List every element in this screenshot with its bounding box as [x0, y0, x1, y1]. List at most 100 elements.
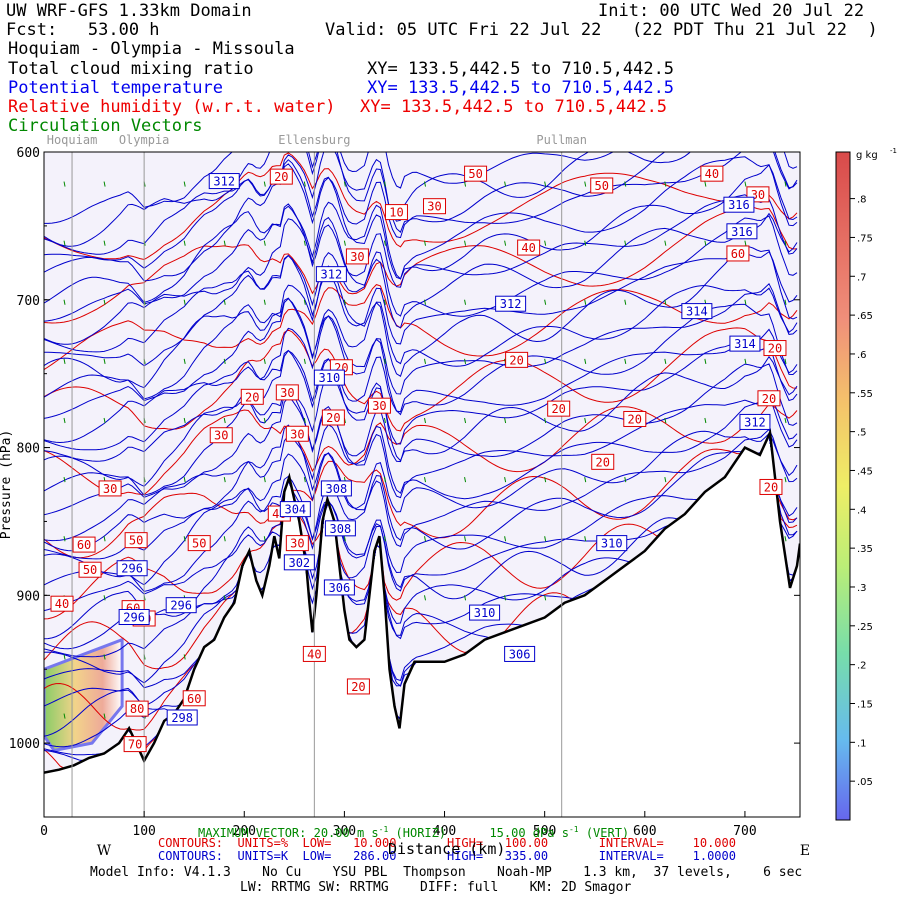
circulation-vector	[63, 713, 66, 719]
theta-contour-info: CONTOURS: UNITS=K LOW= 286.00 HIGH= 335.…	[158, 849, 736, 863]
circulation-vector	[504, 240, 507, 246]
rh-label: 40	[55, 597, 69, 611]
circulation-vector	[103, 181, 106, 187]
rh-label-box	[269, 168, 293, 185]
east-label: E	[800, 843, 810, 859]
theta-label: 312	[500, 297, 522, 311]
y-tick-label: 900	[17, 589, 40, 604]
max-vector-text: MAXIMUM VECTOR: 20.00 m s-1 (HORIZ) 15.0…	[198, 825, 630, 840]
rh-label: 70	[128, 738, 142, 752]
y-tick-label: 600	[17, 146, 40, 161]
rh-label: 20	[245, 390, 259, 404]
circulation-vector	[424, 358, 426, 364]
circulation-vector	[383, 240, 386, 246]
rh-label: 10	[389, 206, 403, 220]
theta-label: 316	[728, 198, 750, 212]
rh-label-box	[321, 409, 345, 426]
x-tick-label: 300	[333, 824, 356, 839]
theta-contour	[44, 194, 798, 322]
theta-contour	[44, 152, 798, 255]
circulation-vector	[704, 358, 707, 364]
x-tick-label: 400	[433, 824, 456, 839]
circulation-vector	[664, 358, 667, 364]
theta-label-box	[283, 554, 315, 571]
circulation-vector	[664, 299, 667, 305]
circulation-vector	[784, 417, 787, 424]
chart-title: UW WRF-GFS 1.33km Domain	[6, 1, 252, 21]
colorbar-tick-label: .65	[857, 311, 873, 322]
circulation-vector	[424, 240, 426, 246]
rh-label: 60	[731, 247, 745, 261]
rh-label: 20	[326, 411, 340, 425]
rh-label-box	[98, 480, 122, 497]
theta-label-box	[495, 295, 527, 312]
colorbar-tick-label: .3	[857, 583, 867, 594]
circulation-vector	[63, 181, 66, 187]
theta-contour	[44, 428, 798, 560]
theta-contour	[44, 363, 798, 496]
rh-label-box	[72, 536, 96, 553]
rh-label: 40	[307, 647, 321, 661]
theta-label: 312	[321, 268, 343, 282]
colorbar-units: g kg	[856, 150, 878, 161]
circulation-vector	[63, 536, 66, 542]
theta-label: 310	[601, 537, 623, 551]
circulation-vector	[464, 595, 467, 601]
circulation-vector	[424, 477, 426, 483]
rh-label: 30	[372, 399, 386, 413]
theta-label: 304	[284, 503, 306, 517]
rh-label-box	[759, 478, 783, 495]
theta-label-box	[324, 520, 356, 537]
rh-contour-info: CONTOURS: UNITS=% LOW= 10.000 HIGH= 100.…	[158, 836, 736, 850]
theta-label-box	[165, 597, 197, 614]
circulation-vector	[183, 417, 186, 424]
circulation-vector	[103, 417, 106, 424]
rh-label: 60	[77, 538, 91, 552]
theta-label: 312	[744, 415, 766, 429]
x-tick-label: 0	[40, 824, 48, 839]
colorbar-tick-label: .45	[857, 466, 873, 477]
x-tick-label: 600	[633, 824, 656, 839]
circulation-vector	[744, 299, 747, 305]
circulation-vector	[183, 181, 186, 187]
circulation-vector	[303, 299, 306, 305]
circulation-vector	[584, 181, 587, 187]
circulation-vector	[664, 240, 667, 246]
circulation-vector	[383, 299, 386, 305]
theta-label: 308	[330, 522, 352, 536]
rh-label: 30	[290, 537, 304, 551]
circulation-vector	[303, 477, 306, 483]
colorbar-tick-label: .7	[857, 272, 867, 283]
theta-label-box	[315, 266, 347, 283]
theta-label: 308	[326, 482, 348, 496]
rh-label: 30	[290, 427, 304, 441]
circulation-vector	[343, 181, 346, 187]
rh-label: 30	[214, 429, 228, 443]
rh-label-box	[517, 239, 541, 256]
rh-label-box	[763, 340, 787, 357]
rh-label-box	[423, 198, 447, 215]
field-vectors-label: Circulation Vectors	[8, 116, 203, 136]
circulation-vector	[504, 536, 507, 542]
circulation-vector	[183, 654, 186, 660]
x-tick-label: 200	[233, 824, 256, 839]
theta-contour	[44, 396, 798, 516]
circulation-vector	[303, 358, 306, 364]
rh-label: 30	[280, 386, 294, 400]
theta-label: 296	[121, 562, 143, 576]
rh-label: 50	[595, 179, 609, 193]
circulation-vector	[504, 595, 507, 601]
circulation-vector	[504, 477, 507, 483]
west-label: W	[97, 843, 112, 859]
circulation-vector	[63, 417, 66, 424]
rh-label: 20	[768, 342, 782, 356]
circulation-vector	[424, 595, 426, 601]
rh-label: 30	[103, 482, 117, 496]
circulation-vector	[63, 240, 66, 246]
circulation-vector	[424, 299, 426, 305]
circulation-vector	[744, 181, 747, 187]
circulation-vector	[223, 240, 226, 246]
circulation-vector	[544, 417, 547, 424]
circulation-vector	[704, 417, 707, 424]
